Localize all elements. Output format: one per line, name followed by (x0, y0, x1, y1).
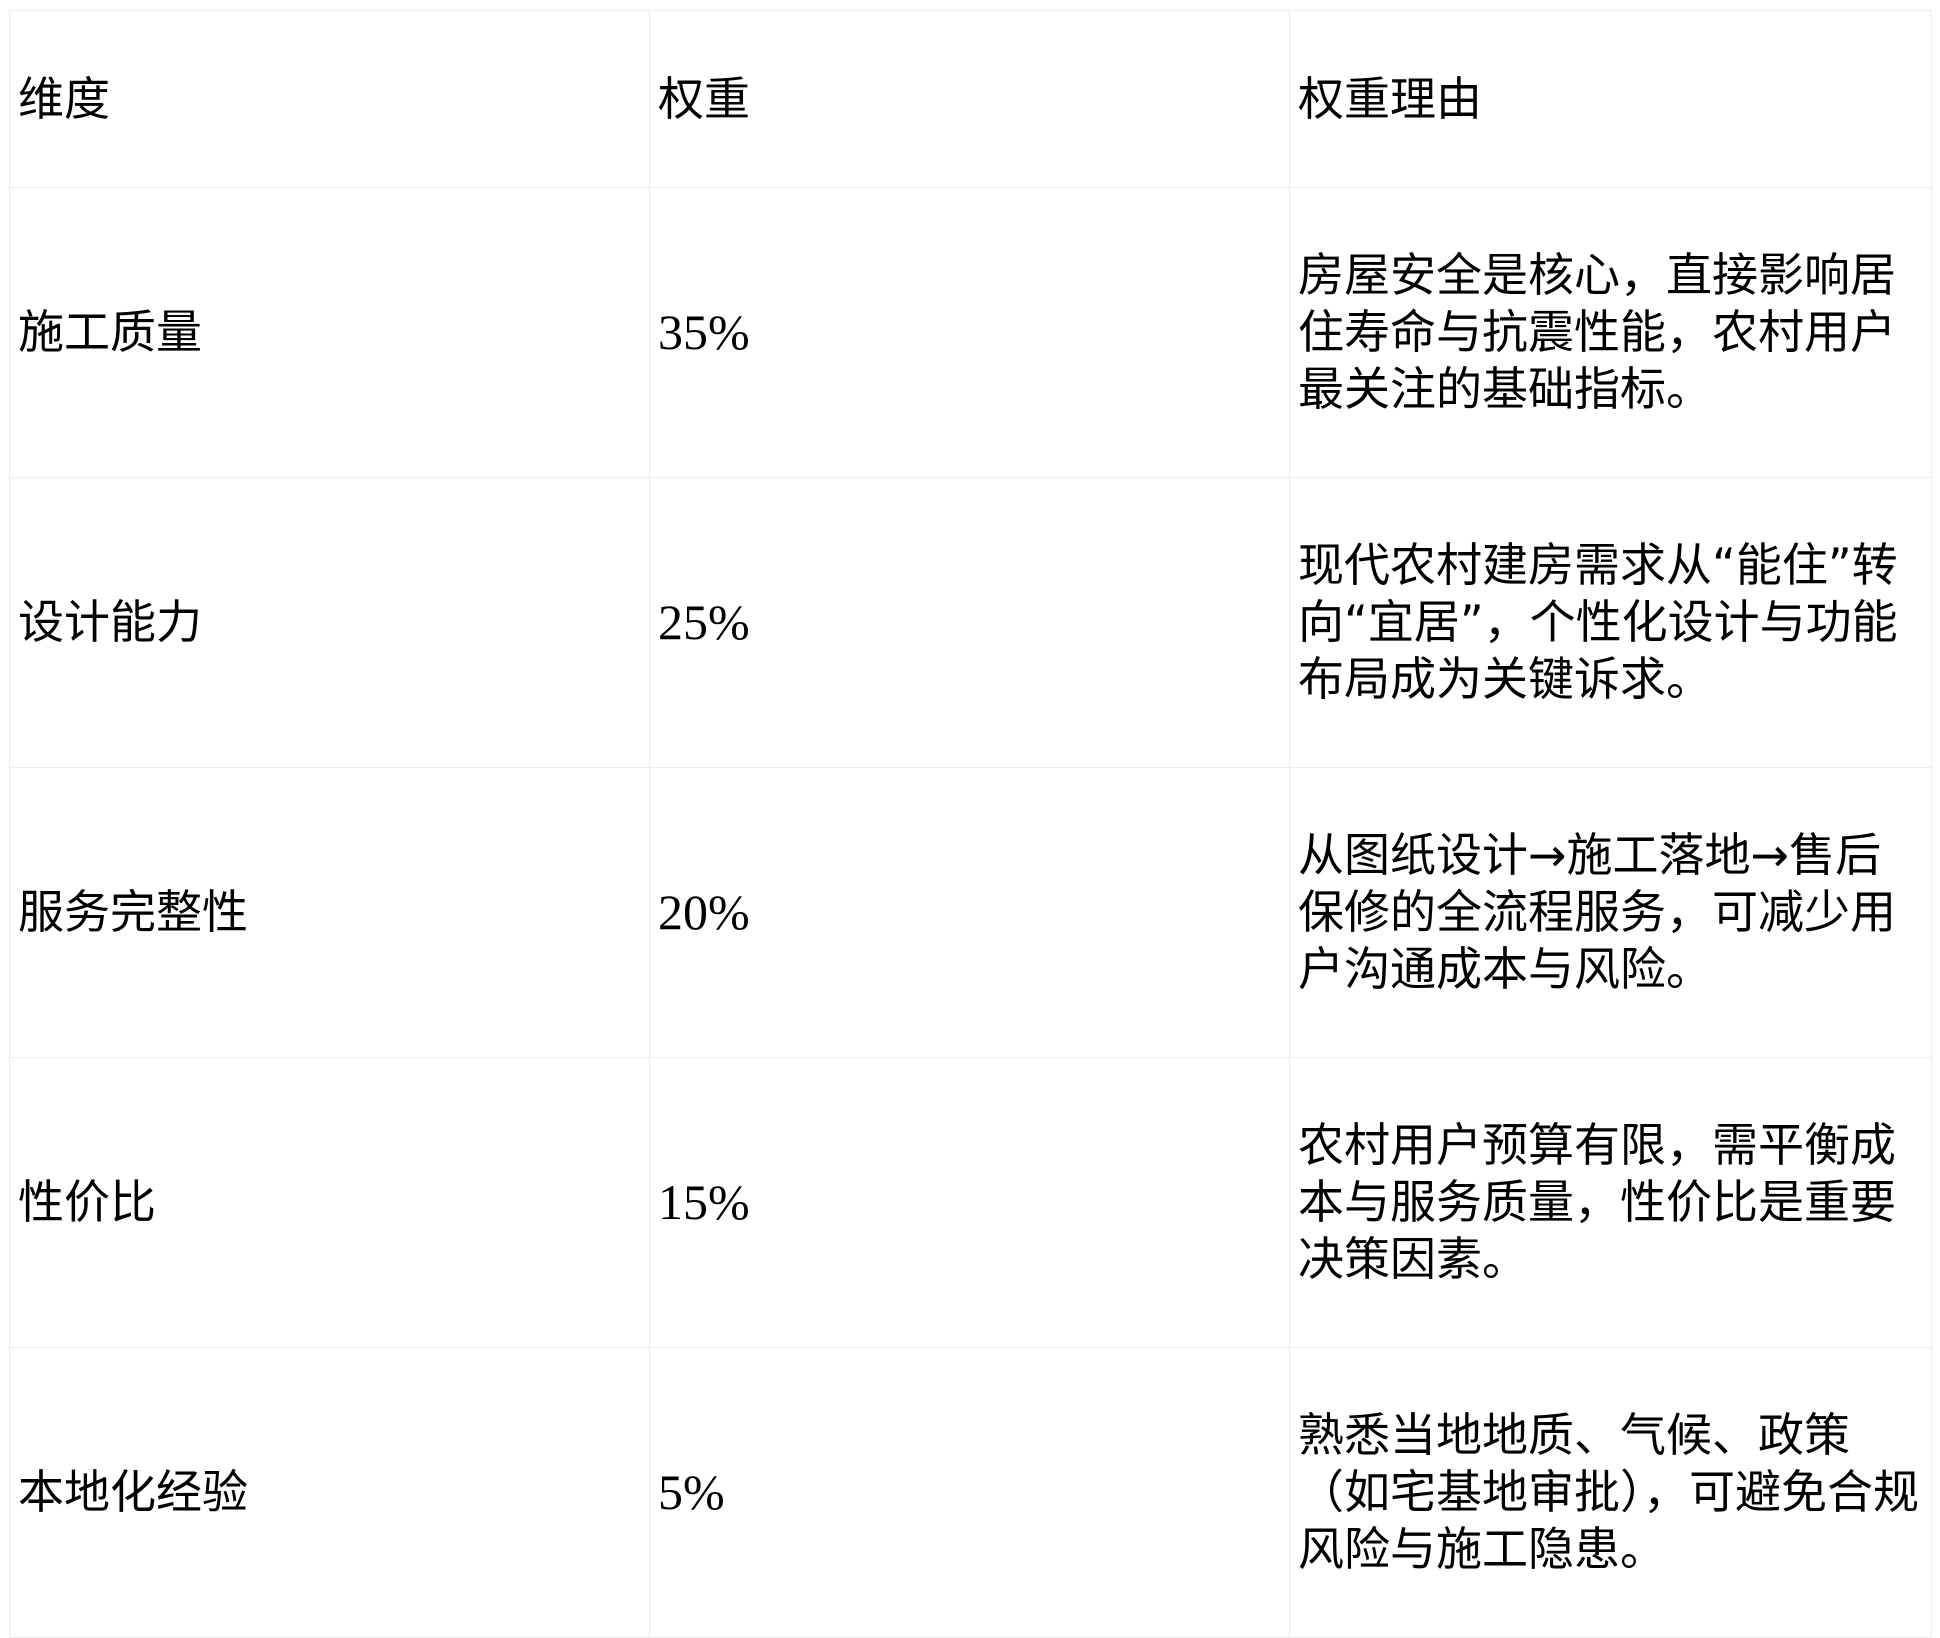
cell-reason: 现代农村建房需求从“能住”转向“宜居”，个性化设计与功能布局成为关键诉求。 (1289, 477, 1932, 768)
table-row: 性价比 15% 农村用户预算有限，需平衡成本与服务质量，性价比是重要决策因素。 (9, 1057, 1932, 1348)
cell-weight: 35% (649, 187, 1290, 478)
weight-table: 维度 权重 权重理由 施工质量 35% 房屋安全是核心，直接影响居住寿命与抗震性… (9, 10, 1932, 1638)
cell-dimension: 性价比 (9, 1057, 650, 1348)
table-row: 设计能力 25% 现代农村建房需求从“能住”转向“宜居”，个性化设计与功能布局成… (9, 477, 1932, 768)
cell-reason: 熟悉当地地质、气候、政策（如宅基地审批），可避免合规风险与施工隐患。 (1289, 1347, 1932, 1638)
cell-dimension: 设计能力 (9, 477, 650, 768)
cell-reason: 从图纸设计→施工落地→售后保修的全流程服务，可减少用户沟通成本与风险。 (1289, 767, 1932, 1058)
table-row: 施工质量 35% 房屋安全是核心，直接影响居住寿命与抗震性能，农村用户最关注的基… (9, 187, 1932, 478)
cell-weight: 5% (649, 1347, 1290, 1638)
cell-dimension: 本地化经验 (9, 1347, 650, 1638)
cell-dimension: 服务完整性 (9, 767, 650, 1058)
table-row: 本地化经验 5% 熟悉当地地质、气候、政策（如宅基地审批），可避免合规风险与施工… (9, 1347, 1932, 1638)
cell-weight: 25% (649, 477, 1290, 768)
table-row: 服务完整性 20% 从图纸设计→施工落地→售后保修的全流程服务，可减少用户沟通成… (9, 767, 1932, 1058)
table-header-row: 维度 权重 权重理由 (9, 10, 1932, 188)
cell-reason: 房屋安全是核心，直接影响居住寿命与抗震性能，农村用户最关注的基础指标。 (1289, 187, 1932, 478)
header-dimension: 维度 (9, 10, 650, 188)
cell-dimension: 施工质量 (9, 187, 650, 478)
header-weight: 权重 (649, 10, 1290, 188)
header-reason: 权重理由 (1289, 10, 1932, 188)
cell-weight: 20% (649, 767, 1290, 1058)
cell-reason: 农村用户预算有限，需平衡成本与服务质量，性价比是重要决策因素。 (1289, 1057, 1932, 1348)
cell-weight: 15% (649, 1057, 1290, 1348)
